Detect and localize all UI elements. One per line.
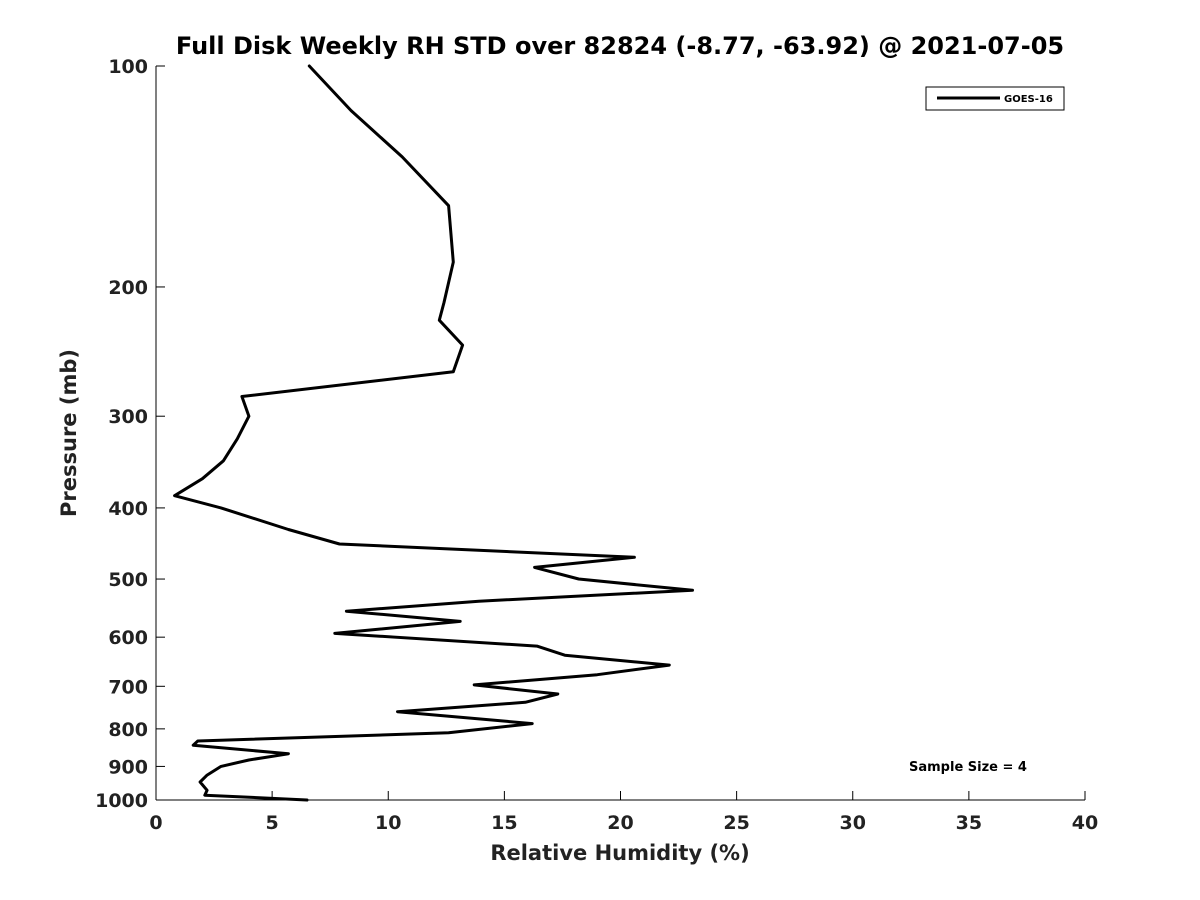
chart-title: Full Disk Weekly RH STD over 82824 (-8.7… bbox=[176, 32, 1064, 60]
x-tick-label: 15 bbox=[491, 812, 517, 834]
series-group bbox=[173, 64, 694, 802]
y-axis-label: Pressure (mb) bbox=[57, 349, 81, 517]
y-tick-label: 600 bbox=[108, 627, 148, 649]
x-tick-label: 0 bbox=[149, 812, 162, 834]
y-tick-label: 400 bbox=[108, 498, 148, 520]
legend-label: GOES-16 bbox=[1004, 94, 1053, 105]
y-tick-label: 700 bbox=[108, 676, 148, 698]
x-tick-label: 5 bbox=[266, 812, 279, 834]
y-tick-label: 500 bbox=[108, 569, 148, 591]
y-ticks: 100 200 300 400 500 600 700 800 900 1000 bbox=[95, 56, 165, 812]
x-tick-label: 30 bbox=[840, 812, 866, 834]
y-tick-label: 200 bbox=[108, 277, 148, 299]
y-tick-label: 900 bbox=[108, 756, 148, 778]
x-tick-label: 35 bbox=[956, 812, 982, 834]
x-tick-label: 10 bbox=[375, 812, 401, 834]
x-tick-label: 20 bbox=[607, 812, 633, 834]
y-tick-label: 1000 bbox=[95, 790, 148, 812]
x-tick-label: 40 bbox=[1072, 812, 1098, 834]
legend: GOES-16 bbox=[925, 86, 1065, 111]
y-tick-label: 300 bbox=[108, 406, 148, 428]
plot-area bbox=[156, 66, 1085, 800]
y-tick-label: 800 bbox=[108, 719, 148, 741]
x-ticks: 0 5 10 15 20 25 30 35 40 bbox=[149, 791, 1098, 834]
series-line-goes-16 bbox=[173, 64, 694, 802]
x-axis-label: Relative Humidity (%) bbox=[490, 841, 749, 865]
y-tick-label: 100 bbox=[108, 56, 148, 78]
sample-size-annotation: Sample Size = 4 bbox=[909, 760, 1027, 775]
x-tick-label: 25 bbox=[723, 812, 749, 834]
